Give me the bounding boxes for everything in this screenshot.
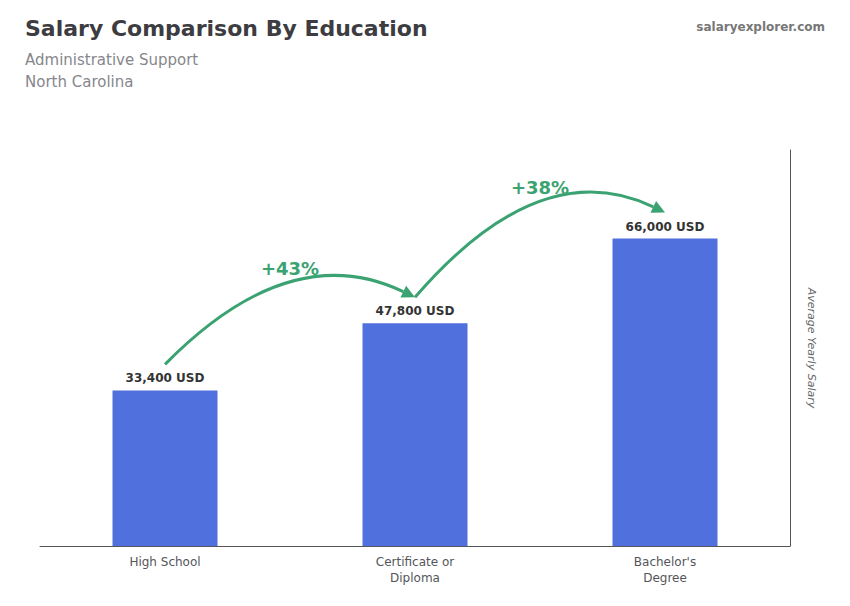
svg-text:Degree: Degree <box>643 571 687 585</box>
svg-text:High School: High School <box>129 555 200 569</box>
svg-text:66,000 USD: 66,000 USD <box>626 220 705 234</box>
svg-text:Average Yearly Salary: Average Yearly Salary <box>805 287 818 409</box>
svg-text:North Carolina: North Carolina <box>25 73 133 91</box>
svg-text:Salary Comparison By Education: Salary Comparison By Education <box>25 16 428 41</box>
svg-text:33,400 USD: 33,400 USD <box>126 371 205 385</box>
svg-text:Diploma: Diploma <box>390 571 440 585</box>
svg-text:Bachelor's: Bachelor's <box>634 555 696 569</box>
svg-text:47,800 USD: 47,800 USD <box>376 304 455 318</box>
svg-text:+38%: +38% <box>511 177 569 198</box>
svg-text:Administrative Support: Administrative Support <box>25 51 198 69</box>
svg-text:+43%: +43% <box>261 258 319 279</box>
svg-text:salaryexplorer.com: salaryexplorer.com <box>696 20 825 34</box>
svg-text:Certificate or: Certificate or <box>376 555 454 569</box>
